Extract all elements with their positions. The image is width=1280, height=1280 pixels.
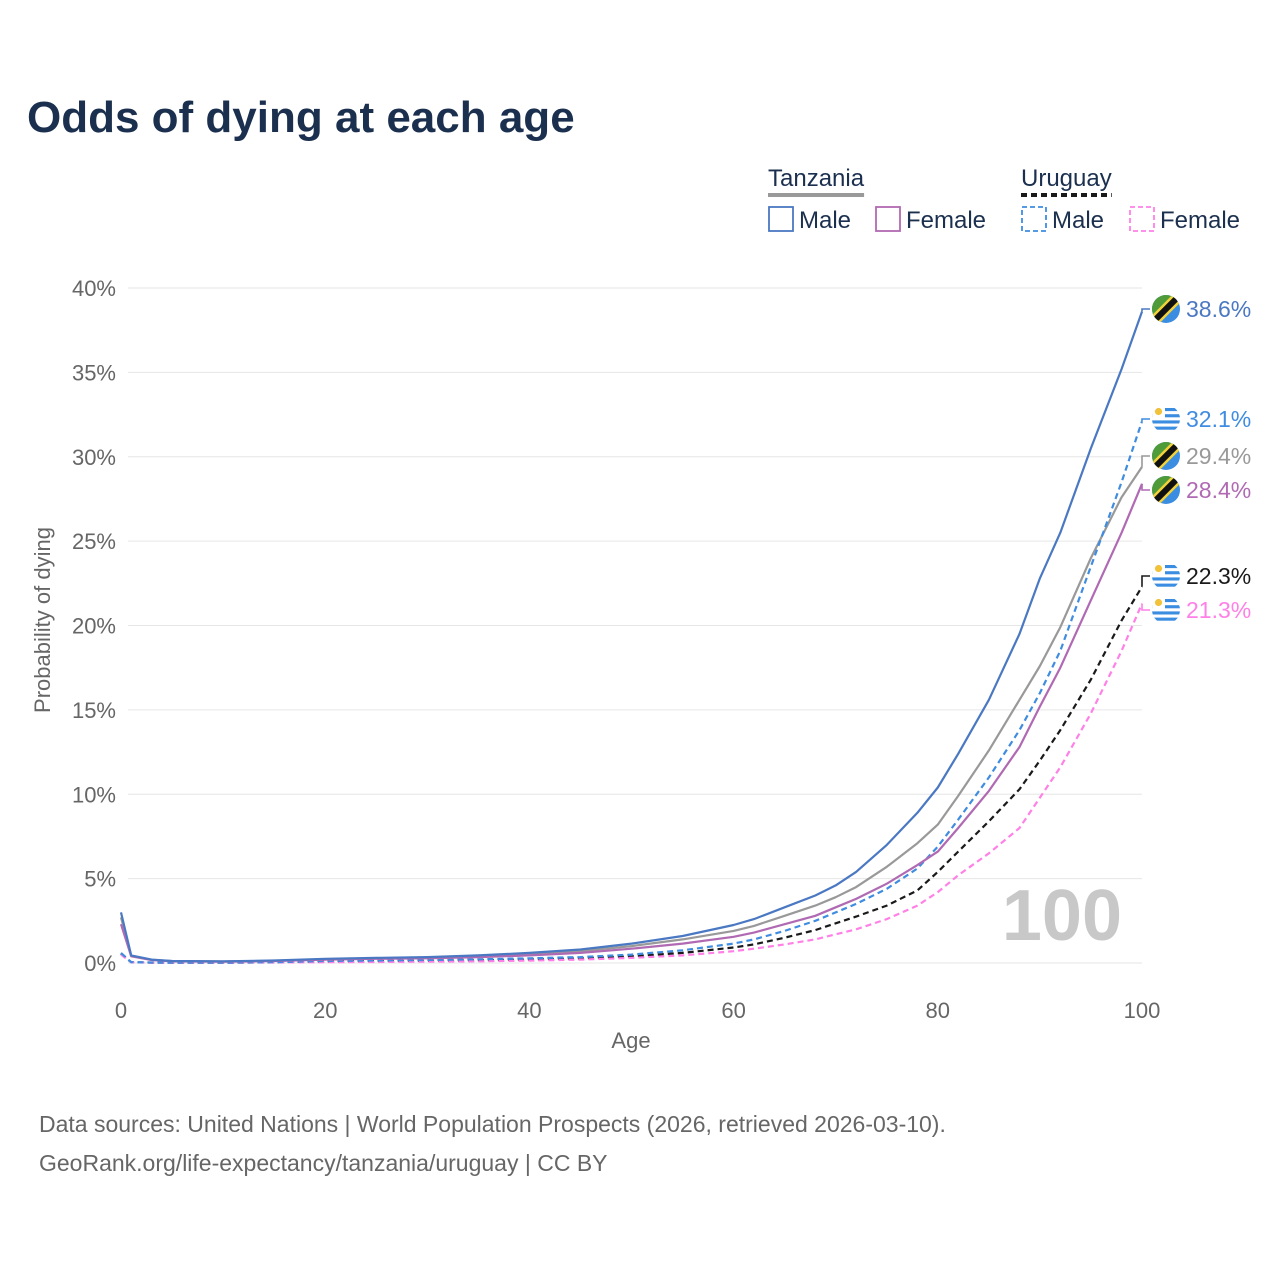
y-tick-label: 30%	[72, 445, 116, 470]
y-axis-label: Probability of dying	[30, 527, 55, 713]
y-tick-label: 35%	[72, 360, 116, 385]
tanzania-flag-icon	[1152, 295, 1180, 323]
end-value-label: 21.3%	[1186, 597, 1251, 623]
page-title: Odds of dying at each age	[27, 93, 575, 142]
y-axis-ticks: 0% 5% 10% 15% 20% 25% 30% 35% 40%	[72, 276, 116, 976]
age-watermark: 100	[1002, 876, 1122, 956]
end-label-connector	[1141, 308, 1150, 312]
end-label-connector	[1141, 455, 1150, 467]
uruguay-flag-icon	[1152, 562, 1180, 590]
x-axis-label: Age	[611, 1028, 650, 1053]
y-tick-label: 20%	[72, 614, 116, 639]
end-label-connector	[1141, 483, 1150, 491]
series-line-uruguay-female	[120, 603, 1144, 964]
tanzania-flag-icon	[1152, 442, 1180, 470]
series-line-uruguay-male	[120, 420, 1144, 964]
legend-swatch	[1129, 206, 1155, 232]
end-value-label: 38.6%	[1186, 296, 1251, 322]
x-tick-label: 40	[517, 998, 541, 1023]
end-value-label: 29.4%	[1186, 443, 1251, 469]
legend-country-tanzania: Tanzania	[768, 165, 865, 192]
end-labels: 38.6% 28.4% 32.1% 21.3% 29.4% 22.3%	[1141, 295, 1251, 624]
end-value-label: 28.4%	[1186, 477, 1251, 503]
series-line-tanzania-male	[119, 311, 1144, 963]
legend-swatch	[768, 206, 794, 232]
x-tick-label: 60	[721, 998, 745, 1023]
x-tick-label: 0	[115, 998, 127, 1023]
credit-line: GeoRank.org/life-expectancy/tanzania/uru…	[39, 1150, 608, 1176]
legend-swatch	[1021, 206, 1047, 232]
source-line: Data sources: United Nations | World Pop…	[39, 1111, 946, 1137]
legend: Tanzania Male Female Uruguay Male Female	[768, 165, 1240, 234]
series-line-uruguay-total	[120, 586, 1143, 964]
y-tick-label: 10%	[72, 782, 116, 807]
legend-item-male: Male	[799, 207, 851, 234]
x-tick-label: 100	[1124, 998, 1161, 1023]
end-label-connector	[1141, 575, 1150, 587]
tanzania-flag-icon	[1152, 476, 1180, 504]
series-line-tanzania-female	[119, 483, 1144, 963]
grid-lines	[128, 287, 1142, 964]
y-tick-label: 0%	[84, 951, 116, 976]
legend-item-male: Male	[1052, 207, 1104, 234]
end-label-connector	[1141, 603, 1150, 611]
y-tick-label: 40%	[72, 276, 116, 301]
end-value-label: 32.1%	[1186, 406, 1251, 432]
legend-item-female: Female	[1160, 207, 1240, 234]
uruguay-flag-icon	[1152, 405, 1180, 433]
x-tick-label: 80	[926, 998, 950, 1023]
uruguay-flag-icon	[1152, 596, 1180, 624]
y-tick-label: 25%	[72, 529, 116, 554]
end-value-label: 22.3%	[1186, 563, 1251, 589]
x-tick-label: 20	[313, 998, 337, 1023]
y-tick-label: 5%	[84, 867, 116, 892]
legend-swatch	[875, 206, 901, 232]
end-label-connector	[1141, 418, 1150, 422]
legend-item-female: Female	[906, 207, 986, 234]
x-axis-ticks: 0 20 40 60 80 100	[115, 998, 1160, 1023]
y-tick-label: 15%	[72, 698, 116, 723]
legend-country-uruguay: Uruguay	[1021, 165, 1112, 192]
series-lines	[119, 311, 1144, 964]
